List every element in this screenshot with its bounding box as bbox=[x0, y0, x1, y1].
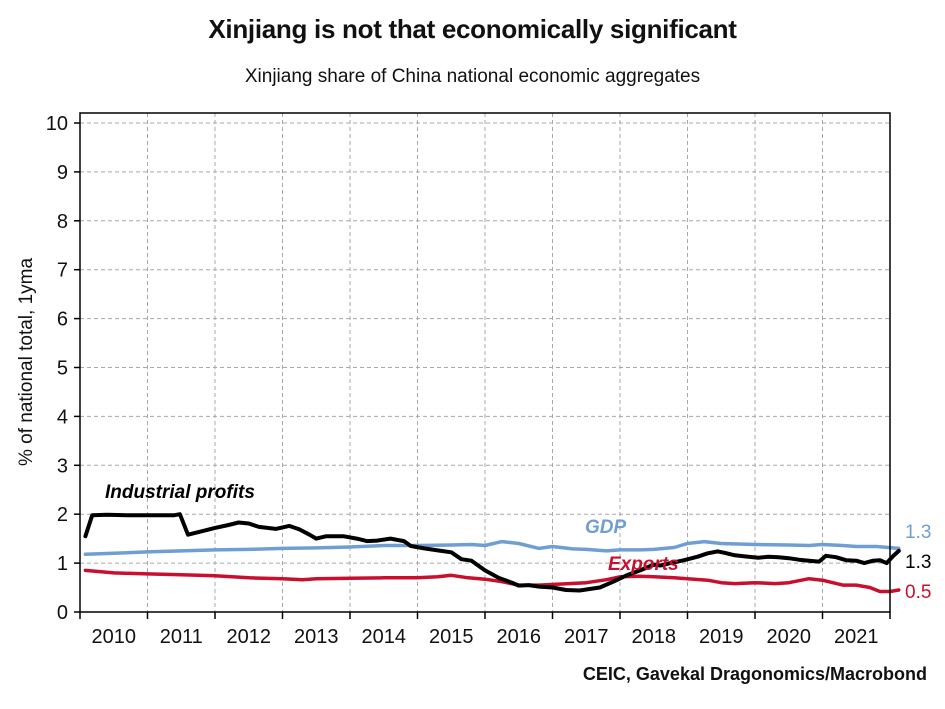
x-tick-label: 2020 bbox=[767, 626, 812, 648]
x-tick-label: 2012 bbox=[227, 626, 272, 648]
x-tick-label: 2016 bbox=[497, 626, 542, 648]
series-line-industrial-profits bbox=[83, 512, 901, 593]
y-tick-label: 9 bbox=[57, 162, 68, 184]
x-tick-label: 2018 bbox=[632, 626, 677, 648]
end-label-exports: 0.5 bbox=[905, 582, 931, 603]
x-tick-label: 2014 bbox=[362, 626, 407, 648]
x-tick-label: 2013 bbox=[294, 626, 339, 648]
y-tick-label: 0 bbox=[57, 602, 68, 624]
y-tick-label: 2 bbox=[57, 504, 68, 526]
x-tick-label: 2021 bbox=[834, 626, 879, 648]
series-label-exports: Exports bbox=[608, 554, 679, 575]
end-label-gdp: 1.3 bbox=[905, 522, 931, 543]
series-line-exports bbox=[83, 568, 901, 594]
chart-source: CEIC, Gavekal Dragonomics/Macrobond bbox=[582, 664, 927, 684]
chart-subtitle: Xinjiang share of China national economi… bbox=[244, 66, 701, 87]
x-tick-label: 2019 bbox=[699, 626, 744, 648]
series-label-industrial-profits: Industrial profits bbox=[105, 482, 255, 503]
series-layer bbox=[83, 512, 901, 594]
x-tick-label: 2010 bbox=[92, 626, 137, 648]
plot-frame bbox=[79, 112, 891, 613]
chart-title: Xinjiang is not that economically signif… bbox=[208, 14, 737, 44]
x-tick-label: 2015 bbox=[429, 626, 474, 648]
y-tick-label: 7 bbox=[57, 260, 68, 282]
y-tick-label: 8 bbox=[57, 211, 68, 233]
y-tick-label: 6 bbox=[57, 309, 68, 331]
end-label-industrial-profits: 1.3 bbox=[905, 552, 931, 573]
series-line-gdp bbox=[83, 539, 901, 557]
x-tick-label: 2011 bbox=[160, 626, 203, 648]
series-label-gdp: GDP bbox=[585, 517, 627, 538]
grid-layer bbox=[80, 113, 890, 612]
y-tick-label: 1 bbox=[57, 553, 68, 575]
y-tick-label: 4 bbox=[57, 406, 68, 428]
y-tick-label: 3 bbox=[57, 455, 68, 477]
y-tick-label: 5 bbox=[57, 358, 68, 380]
x-tick-label: 2017 bbox=[564, 626, 609, 648]
axis-layer: 0 1 2 3 4 5 6 7 8 9 10 2010 2011 2012 2013 2014 2015 2016… bbox=[46, 113, 891, 648]
y-axis-label: % of national total, 1yma bbox=[16, 258, 37, 466]
y-tick-label: 10 bbox=[46, 113, 68, 135]
